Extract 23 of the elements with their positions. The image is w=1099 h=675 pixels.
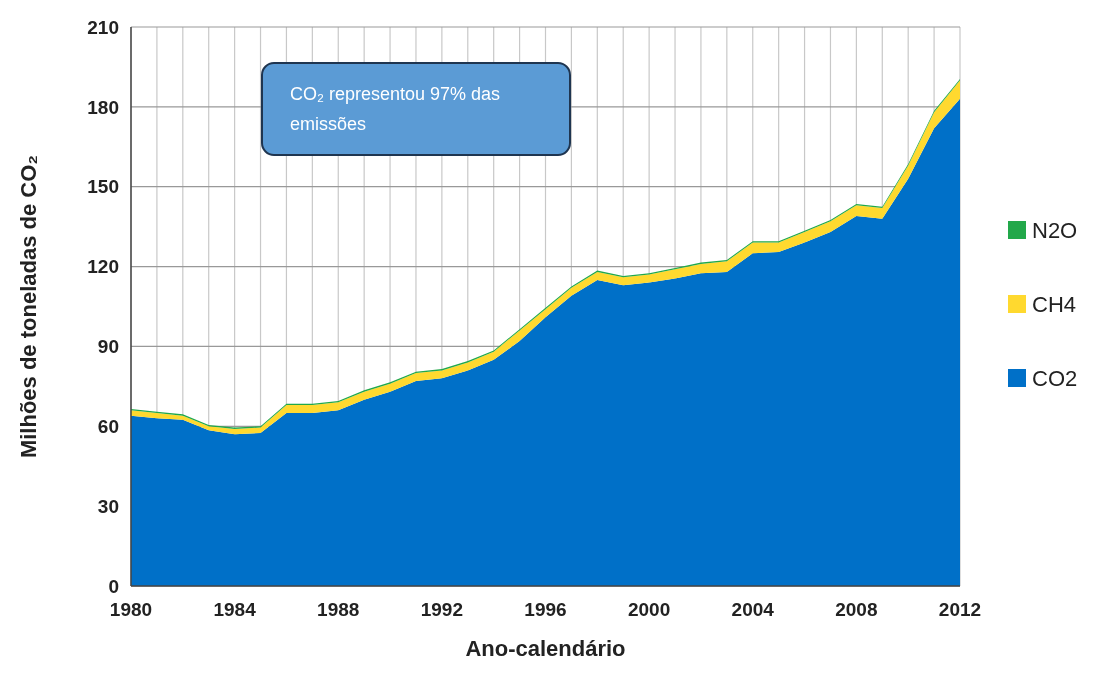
y-tick-label: 210: [87, 16, 119, 38]
legend-label: N2O: [1032, 217, 1078, 243]
x-tick-label: 2008: [835, 599, 878, 620]
y-tick-label: 150: [87, 176, 119, 198]
y-tick-label: 180: [87, 96, 119, 118]
x-tick-label: 1996: [524, 599, 567, 620]
y-tick-label: 90: [97, 336, 119, 358]
x-tick-label: 1980: [109, 599, 153, 620]
legend-label: CH4: [1032, 291, 1077, 317]
x-tick-label: 2004: [731, 599, 775, 620]
legend-label: CO2: [1032, 365, 1078, 391]
annotation: CO₂ representou 97% das emissões: [290, 84, 501, 134]
x-tick-label: 2000: [627, 599, 671, 620]
x-tick-label: 1992: [420, 599, 464, 620]
y-tick-label: 60: [97, 415, 119, 437]
y-tick-label: 30: [97, 495, 119, 517]
x-tick-label: 1988: [317, 599, 360, 620]
x-tick-label: 1984: [213, 599, 257, 620]
x-axis-title: Ano-calendário: [465, 636, 626, 661]
x-tick-label: 2012: [938, 599, 982, 620]
y-tick-label: 0: [108, 575, 119, 597]
y-tick-label: 120: [87, 256, 119, 278]
y-axis-title: Milhões de toneladas de CO₂: [16, 154, 41, 459]
